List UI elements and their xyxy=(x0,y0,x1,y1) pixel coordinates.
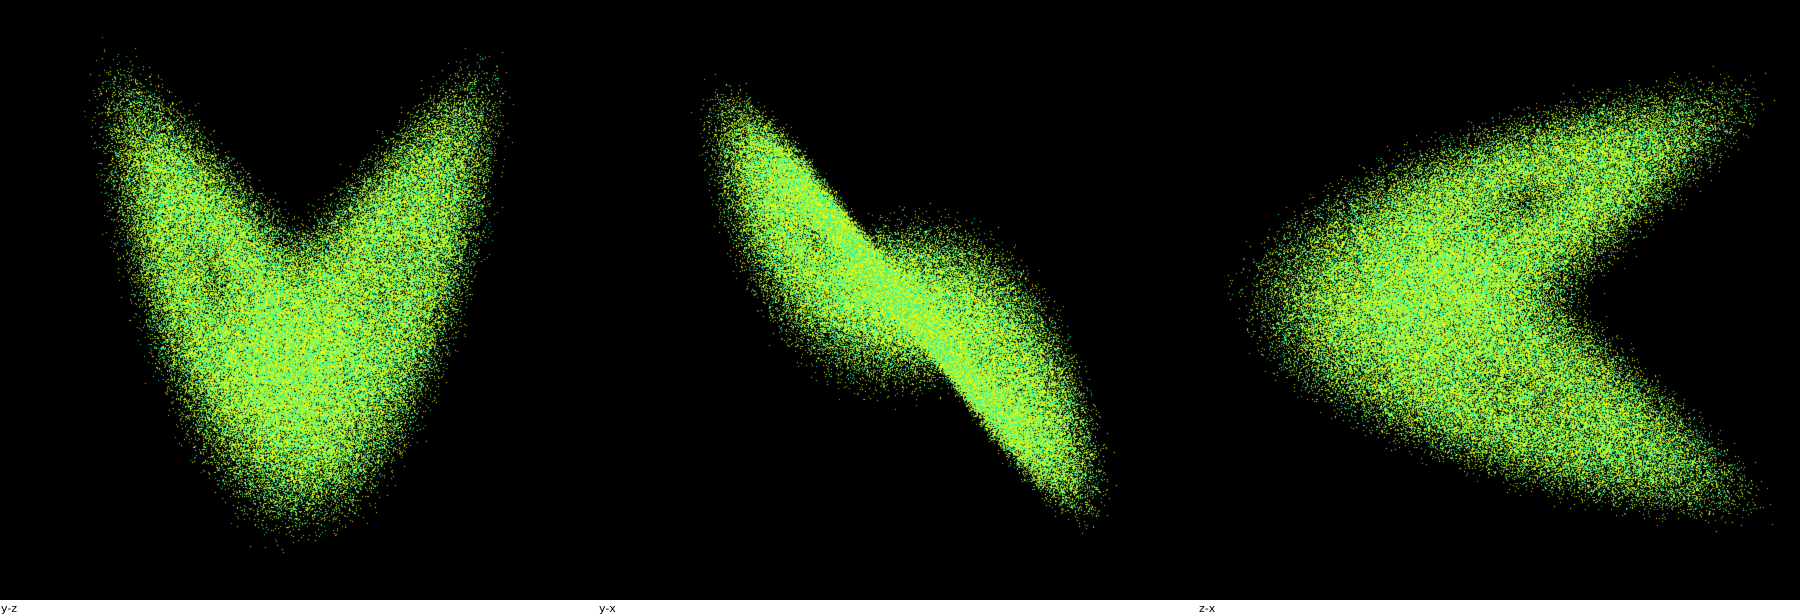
panel-y-x xyxy=(600,0,1200,600)
panel-y-z xyxy=(0,0,600,600)
panel-label-y-z: y-z xyxy=(1,602,18,615)
panel-label-y-x: y-x xyxy=(599,602,616,615)
z-x-projection xyxy=(1200,0,1800,600)
panel-z-x xyxy=(1200,0,1800,600)
plot-area xyxy=(0,0,1800,600)
panel-label-z-x: z-x xyxy=(1199,602,1216,615)
y-z-projection xyxy=(0,0,600,600)
y-x-projection xyxy=(600,0,1200,600)
